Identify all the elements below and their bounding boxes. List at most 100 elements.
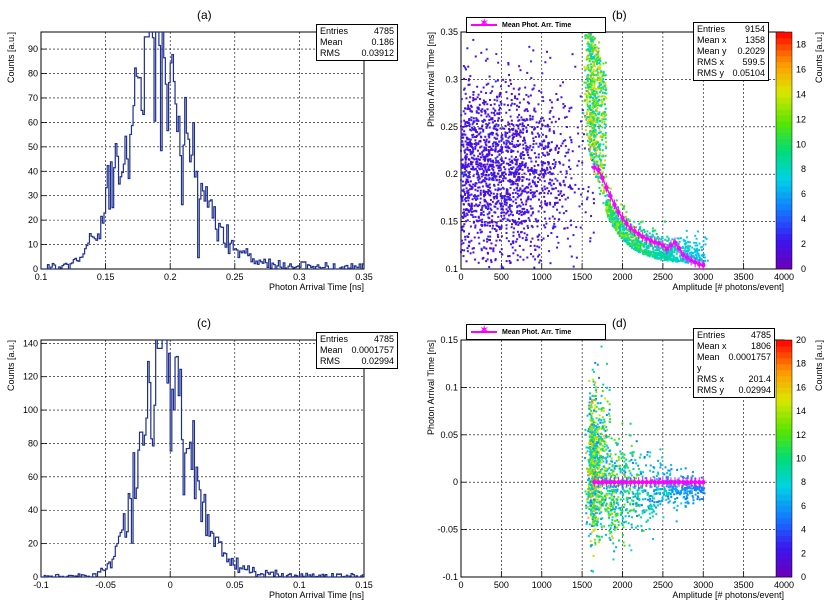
heatmap-cell (482, 165, 485, 168)
heatmap-cell (600, 70, 603, 73)
heatmap-cell (585, 504, 588, 507)
heatmap-cell (595, 148, 598, 151)
heatmap-cell (646, 493, 649, 496)
heatmap-cell (588, 45, 591, 48)
heatmap-cell (592, 56, 595, 59)
heatmap-cell (523, 163, 526, 166)
heatmap-cell (613, 216, 616, 219)
heatmap-cell (617, 217, 620, 220)
heatmap-cell (603, 177, 606, 180)
heatmap-cell (608, 414, 611, 417)
heatmap-cell (605, 434, 608, 437)
heatmap-cell (679, 237, 682, 240)
heatmap-cell (587, 88, 590, 91)
heatmap-cell (559, 162, 562, 165)
heatmap-cell (649, 245, 652, 248)
heatmap-cell (652, 475, 655, 478)
heatmap-cell (540, 117, 543, 120)
heatmap-cell (622, 498, 625, 501)
heatmap-cell (659, 464, 662, 467)
heatmap-cell (659, 462, 662, 465)
heatmap-cell (525, 203, 528, 206)
heatmap-cell (639, 221, 642, 224)
heatmap-cell (519, 152, 522, 155)
heatmap-cell (534, 258, 537, 261)
heatmap-cell (672, 256, 675, 259)
heatmap-cell (498, 149, 501, 152)
heatmap-cell (480, 173, 483, 176)
heatmap-cell (480, 110, 483, 113)
heatmap-cell (604, 204, 607, 207)
heatmap-cell (476, 231, 479, 234)
heatmap-cell (506, 104, 509, 107)
heatmap-cell (542, 173, 545, 176)
heatmap-cell (597, 147, 600, 150)
heatmap-cell (586, 37, 589, 40)
heatmap-cell (591, 439, 594, 442)
mean-profile-point (648, 238, 653, 243)
heatmap-cell (519, 205, 522, 208)
heatmap-cell (695, 248, 698, 251)
heatmap-cell (600, 95, 603, 98)
heatmap-cell (698, 249, 701, 252)
heatmap-cell (510, 226, 513, 229)
heatmap-cell (520, 116, 523, 119)
heatmap-cell (492, 179, 495, 182)
heatmap-cell (487, 160, 490, 163)
heatmap-cell (582, 187, 585, 190)
heatmap-cell (594, 78, 597, 81)
heatmap-cell (546, 151, 549, 154)
heatmap-cell (600, 475, 603, 478)
heatmap-cell (499, 107, 502, 110)
heatmap-cell (517, 194, 520, 197)
heatmap-cell (490, 90, 493, 93)
heatmap-cell (566, 196, 569, 199)
heatmap-cell (463, 184, 466, 187)
heatmap-cell (559, 133, 562, 136)
heatmap-cell (689, 255, 692, 258)
heatmap-cell (460, 243, 463, 246)
heatmap-cell (484, 112, 487, 115)
heatmap-cell (588, 60, 591, 63)
heatmap-cell (544, 125, 547, 128)
heatmap-cell (674, 257, 677, 260)
color-bar-segment (776, 126, 792, 134)
heatmap-cell (589, 157, 592, 160)
heatmap-cell (523, 136, 526, 139)
heatmap-cell (676, 250, 679, 253)
heatmap-cell (626, 466, 629, 469)
heatmap-cell (533, 164, 536, 167)
heatmap-cell (589, 237, 592, 240)
heatmap-cell (589, 57, 592, 60)
heatmap-cell (507, 179, 510, 182)
heatmap-cell (512, 234, 515, 237)
color-bar-segment (776, 55, 792, 63)
heatmap-cell (615, 506, 618, 509)
heatmap-cell (572, 265, 575, 268)
heatmap-cell (614, 219, 617, 222)
heatmap-cell (592, 62, 595, 65)
heatmap-cell (470, 206, 473, 209)
heatmap-cell (688, 485, 691, 488)
heatmap-cell (555, 144, 558, 147)
heatmap-cell (598, 462, 601, 465)
heatmap-cell (511, 214, 514, 217)
heatmap-cell (615, 484, 618, 487)
heatmap-cell (610, 209, 613, 212)
color-bar-segment (776, 73, 792, 80)
heatmap-cell (468, 83, 471, 86)
heatmap-cell (679, 255, 682, 258)
heatmap-cell (470, 202, 473, 205)
heatmap-cell (584, 99, 587, 102)
heatmap-cell (544, 202, 547, 205)
heatmap-cell (533, 152, 536, 155)
heatmap-cell (476, 149, 479, 152)
heatmap-cell (619, 470, 622, 473)
heatmap-cell (516, 192, 519, 195)
heatmap-cell (587, 534, 590, 537)
heatmap-cell (464, 66, 467, 69)
heatmap-cell (537, 164, 540, 167)
heatmap-cell (698, 498, 701, 501)
heatmap-cell (499, 193, 502, 196)
heatmap-cell (601, 149, 604, 152)
